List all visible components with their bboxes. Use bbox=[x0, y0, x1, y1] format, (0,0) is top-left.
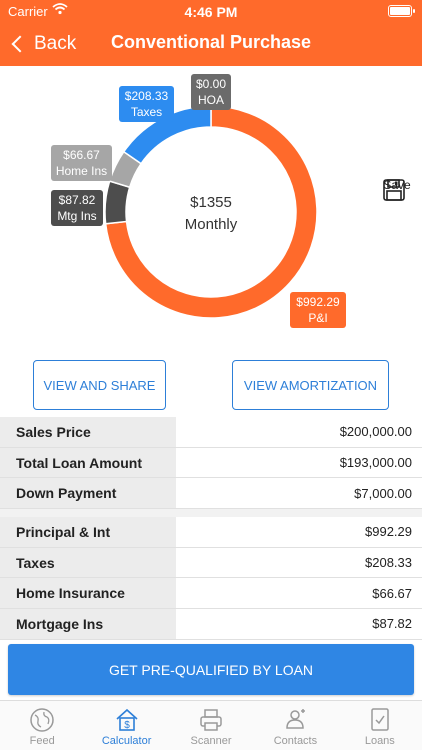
row-label: Down Payment bbox=[0, 478, 176, 509]
row-label: Principal & Int bbox=[0, 517, 176, 547]
slice-value: $66.67 bbox=[63, 148, 100, 162]
row-value: $208.33 bbox=[365, 555, 412, 571]
slice-name: Mtg Ins bbox=[57, 209, 97, 223]
slice-label-pi: $992.29 P&I bbox=[290, 292, 346, 328]
table-row: Sales Price $200,000.00 bbox=[0, 417, 422, 448]
tab-feed[interactable]: Feed bbox=[0, 701, 84, 750]
row-value: $992.29 bbox=[365, 524, 412, 540]
view-and-share-button[interactable]: VIEW AND SHARE bbox=[33, 360, 166, 410]
wifi-icon bbox=[52, 3, 68, 15]
svg-text:$: $ bbox=[124, 720, 130, 731]
table-row: Down Payment $7,000.00 bbox=[0, 478, 422, 510]
row-label: Taxes bbox=[0, 547, 176, 578]
slice-label-home-ins: $66.67 Home Ins bbox=[51, 145, 112, 181]
nav-bar: Carrier 4:46 PM Back Conventional Purcha… bbox=[0, 0, 422, 66]
row-value: $200,000.00 bbox=[339, 424, 412, 440]
tab-label: Feed bbox=[29, 735, 55, 747]
slice-name: Home Ins bbox=[55, 164, 108, 178]
tab-bar: Feed $ Calculator Scanner Contacts Loans bbox=[0, 700, 422, 750]
tab-label: Scanner bbox=[190, 735, 232, 747]
back-button[interactable]: Back bbox=[10, 30, 76, 58]
get-pre-qualified-button[interactable]: GET PRE-QUALIFIED BY LOAN bbox=[8, 644, 414, 695]
tab-scanner[interactable]: Scanner bbox=[169, 701, 253, 750]
view-amortization-button[interactable]: VIEW AMORTIZATION bbox=[232, 360, 389, 410]
slice-value: $87.82 bbox=[58, 193, 96, 207]
row-label: Mortgage Ins bbox=[0, 609, 176, 639]
loan-summary-table: Sales Price $200,000.00 Total Loan Amoun… bbox=[0, 417, 422, 640]
table-row: Total Loan Amount $193,000.00 bbox=[0, 447, 422, 479]
table-row: Mortgage Ins $87.82 bbox=[0, 609, 422, 640]
back-label: Back bbox=[34, 33, 77, 54]
row-label: Total Loan Amount bbox=[0, 447, 176, 478]
tab-contacts[interactable]: Contacts bbox=[253, 701, 337, 750]
slice-label-mtg-ins: $87.82 Mtg Ins bbox=[51, 190, 103, 226]
row-label: Sales Price bbox=[0, 417, 176, 447]
tab-calculator[interactable]: $ Calculator bbox=[84, 701, 168, 750]
status-bar: Carrier 4:46 PM bbox=[0, 0, 422, 22]
tab-loans[interactable]: Loans bbox=[338, 701, 422, 750]
house-dollar-icon: $ bbox=[116, 708, 138, 731]
tab-label: Calculator bbox=[101, 735, 152, 747]
document-check-icon bbox=[371, 708, 389, 731]
table-row: Taxes $208.33 bbox=[0, 547, 422, 579]
donut-chart bbox=[104, 105, 318, 319]
payment-chart: $1355 Monthly $208.33 Taxes $0.00 HOA $6… bbox=[0, 66, 422, 356]
donut-slice-mtg-ins bbox=[104, 180, 131, 225]
battery-icon bbox=[388, 5, 415, 17]
save-button[interactable]: Save bbox=[382, 178, 412, 201]
slice-label-hoa: $0.00 HOA bbox=[191, 74, 231, 110]
row-label: Home Insurance bbox=[0, 578, 176, 609]
page-title: Conventional Purchase bbox=[110, 32, 312, 52]
donut-slice-p-i bbox=[104, 105, 318, 319]
slice-value: $208.33 bbox=[124, 89, 169, 103]
donut-slice-taxes bbox=[122, 105, 212, 165]
globe-icon bbox=[30, 708, 54, 732]
row-value: $193,000.00 bbox=[339, 455, 412, 471]
table-row: Principal & Int $992.29 bbox=[0, 517, 422, 548]
slice-name: HOA bbox=[197, 93, 224, 107]
row-value: $66.67 bbox=[372, 585, 412, 601]
section-divider bbox=[0, 509, 422, 518]
slice-name: Taxes bbox=[130, 105, 163, 119]
row-value: $7,000.00 bbox=[354, 485, 412, 501]
printer-icon bbox=[200, 709, 222, 731]
contact-card-icon bbox=[286, 709, 306, 729]
carrier-label: Carrier bbox=[8, 4, 48, 19]
table-row: Home Insurance $66.67 bbox=[0, 578, 422, 610]
chart-center-value: $1355 bbox=[190, 194, 232, 211]
slice-value: $0.00 bbox=[195, 77, 227, 91]
slice-name: P&I bbox=[308, 311, 328, 325]
chart-center-label: Monthly bbox=[184, 216, 238, 233]
status-time: 4:46 PM bbox=[184, 4, 238, 20]
floppy-disk-icon bbox=[383, 179, 405, 201]
tab-label: Contacts bbox=[273, 735, 318, 747]
row-value: $87.82 bbox=[372, 616, 412, 632]
slice-label-taxes: $208.33 Taxes bbox=[119, 86, 174, 122]
tab-label: Loans bbox=[364, 735, 395, 747]
slice-value: $992.29 bbox=[296, 295, 340, 309]
